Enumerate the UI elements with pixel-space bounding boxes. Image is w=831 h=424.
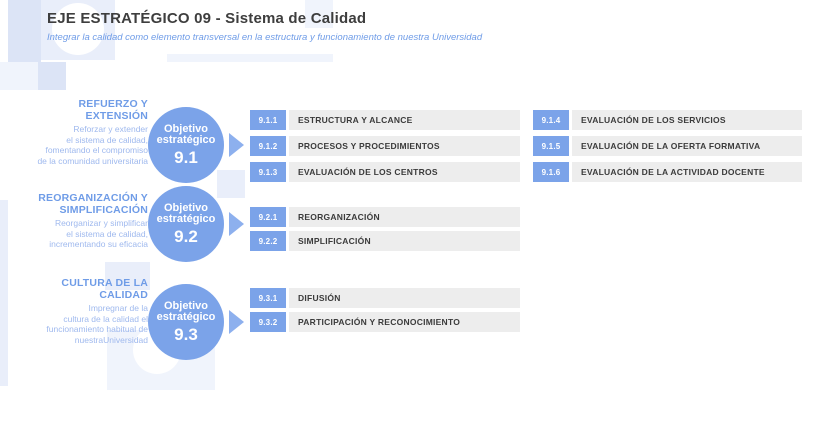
item-code-badge: 9.1.3	[250, 162, 286, 182]
item-9-1-3: 9.1.3 EVALUACIÓN DE LOS CENTROS	[250, 162, 520, 182]
item-9-1-4: 9.1.4 EVALUACIÓN DE LOS SERVICIOS	[533, 110, 802, 130]
item-9-2-2: 9.2.2 SIMPLIFICACIÓN	[250, 231, 520, 251]
objective-circle-9-1: Objetivo estratégico 9.1	[148, 107, 224, 183]
item-9-1-2: 9.1.2 PROCESOS Y PROCEDIMIENTOS	[250, 136, 520, 156]
item-label: EVALUACIÓN DE LA ACTIVIDAD DOCENTE	[572, 162, 802, 182]
item-9-3-1: 9.3.1 DIFUSIÓN	[250, 288, 520, 308]
item-code-badge: 9.1.1	[250, 110, 286, 130]
item-9-1-5: 9.1.5 EVALUACIÓN DE LA OFERTA FORMATIVA	[533, 136, 802, 156]
decor-square	[8, 0, 41, 62]
item-code-badge: 9.2.1	[250, 207, 286, 227]
item-label: EVALUACIÓN DE LOS SERVICIOS	[572, 110, 802, 130]
page-subtitle: Integrar la calidad como elemento transv…	[47, 32, 483, 43]
group-9-3-text: CULTURA DE LA CALIDAD Impregnar de la cu…	[0, 277, 148, 345]
objective-circle-9-3: Objetivo estratégico 9.3	[148, 284, 224, 360]
item-9-1-6: 9.1.6 EVALUACIÓN DE LA ACTIVIDAD DOCENTE	[533, 162, 802, 182]
group-description: Reforzar y extender el sistema de calida…	[37, 124, 148, 166]
group-9-1-text: REFUERZO Y EXTENSIÓN Reforzar y extender…	[0, 98, 148, 166]
objective-circle-9-2: Objetivo estratégico 9.2	[148, 186, 224, 262]
page-title: EJE ESTRATÉGICO 09 - Sistema de Calidad	[47, 10, 367, 27]
item-label: EVALUACIÓN DE LOS CENTROS	[289, 162, 520, 182]
decor-strip	[167, 54, 333, 62]
item-label: PARTICIPACIÓN Y RECONOCIMIENTO	[289, 312, 520, 332]
decor-square	[305, 0, 333, 28]
item-label: PROCESOS Y PROCEDIMIENTOS	[289, 136, 520, 156]
group-description: Reorganizar y simplificar el sistema de …	[49, 218, 148, 249]
arrow-right-icon	[229, 212, 244, 236]
decor-square	[0, 62, 38, 90]
item-code-badge: 9.1.6	[533, 162, 569, 182]
objective-number: 9.1	[174, 147, 198, 167]
item-code-badge: 9.1.5	[533, 136, 569, 156]
group-title: REORGANIZACIÓN Y SIMPLIFICACIÓN	[38, 192, 148, 216]
item-9-3-2: 9.3.2 PARTICIPACIÓN Y RECONOCIMIENTO	[250, 312, 520, 332]
item-code-badge: 9.3.1	[250, 288, 286, 308]
item-label: ESTRUCTURA Y ALCANCE	[289, 110, 520, 130]
objective-number: 9.2	[174, 226, 198, 246]
arrow-right-icon	[229, 133, 244, 157]
arrow-right-icon	[229, 310, 244, 334]
item-code-badge: 9.3.2	[250, 312, 286, 332]
decor-square	[105, 262, 150, 290]
group-title: REFUERZO Y EXTENSIÓN	[78, 98, 148, 122]
group-title: CULTURA DE LA CALIDAD	[61, 277, 148, 301]
item-label: DIFUSIÓN	[289, 288, 520, 308]
item-label: REORGANIZACIÓN	[289, 207, 520, 227]
item-code-badge: 9.2.2	[250, 231, 286, 251]
item-code-badge: 9.1.2	[250, 136, 286, 156]
item-label: SIMPLIFICACIÓN	[289, 231, 520, 251]
item-9-2-1: 9.2.1 REORGANIZACIÓN	[250, 207, 520, 227]
item-code-badge: 9.1.4	[533, 110, 569, 130]
decor-square	[217, 170, 245, 198]
objective-number: 9.3	[174, 324, 198, 344]
item-label: EVALUACIÓN DE LA OFERTA FORMATIVA	[572, 136, 802, 156]
group-9-2-text: REORGANIZACIÓN Y SIMPLIFICACIÓN Reorgani…	[0, 192, 148, 250]
decor-strip	[0, 200, 8, 386]
decor-square	[38, 62, 66, 90]
decor-circle	[52, 3, 104, 55]
item-9-1-1: 9.1.1 ESTRUCTURA Y ALCANCE	[250, 110, 520, 130]
group-description: Impregnar de la cultura de la calidad el…	[46, 303, 148, 345]
